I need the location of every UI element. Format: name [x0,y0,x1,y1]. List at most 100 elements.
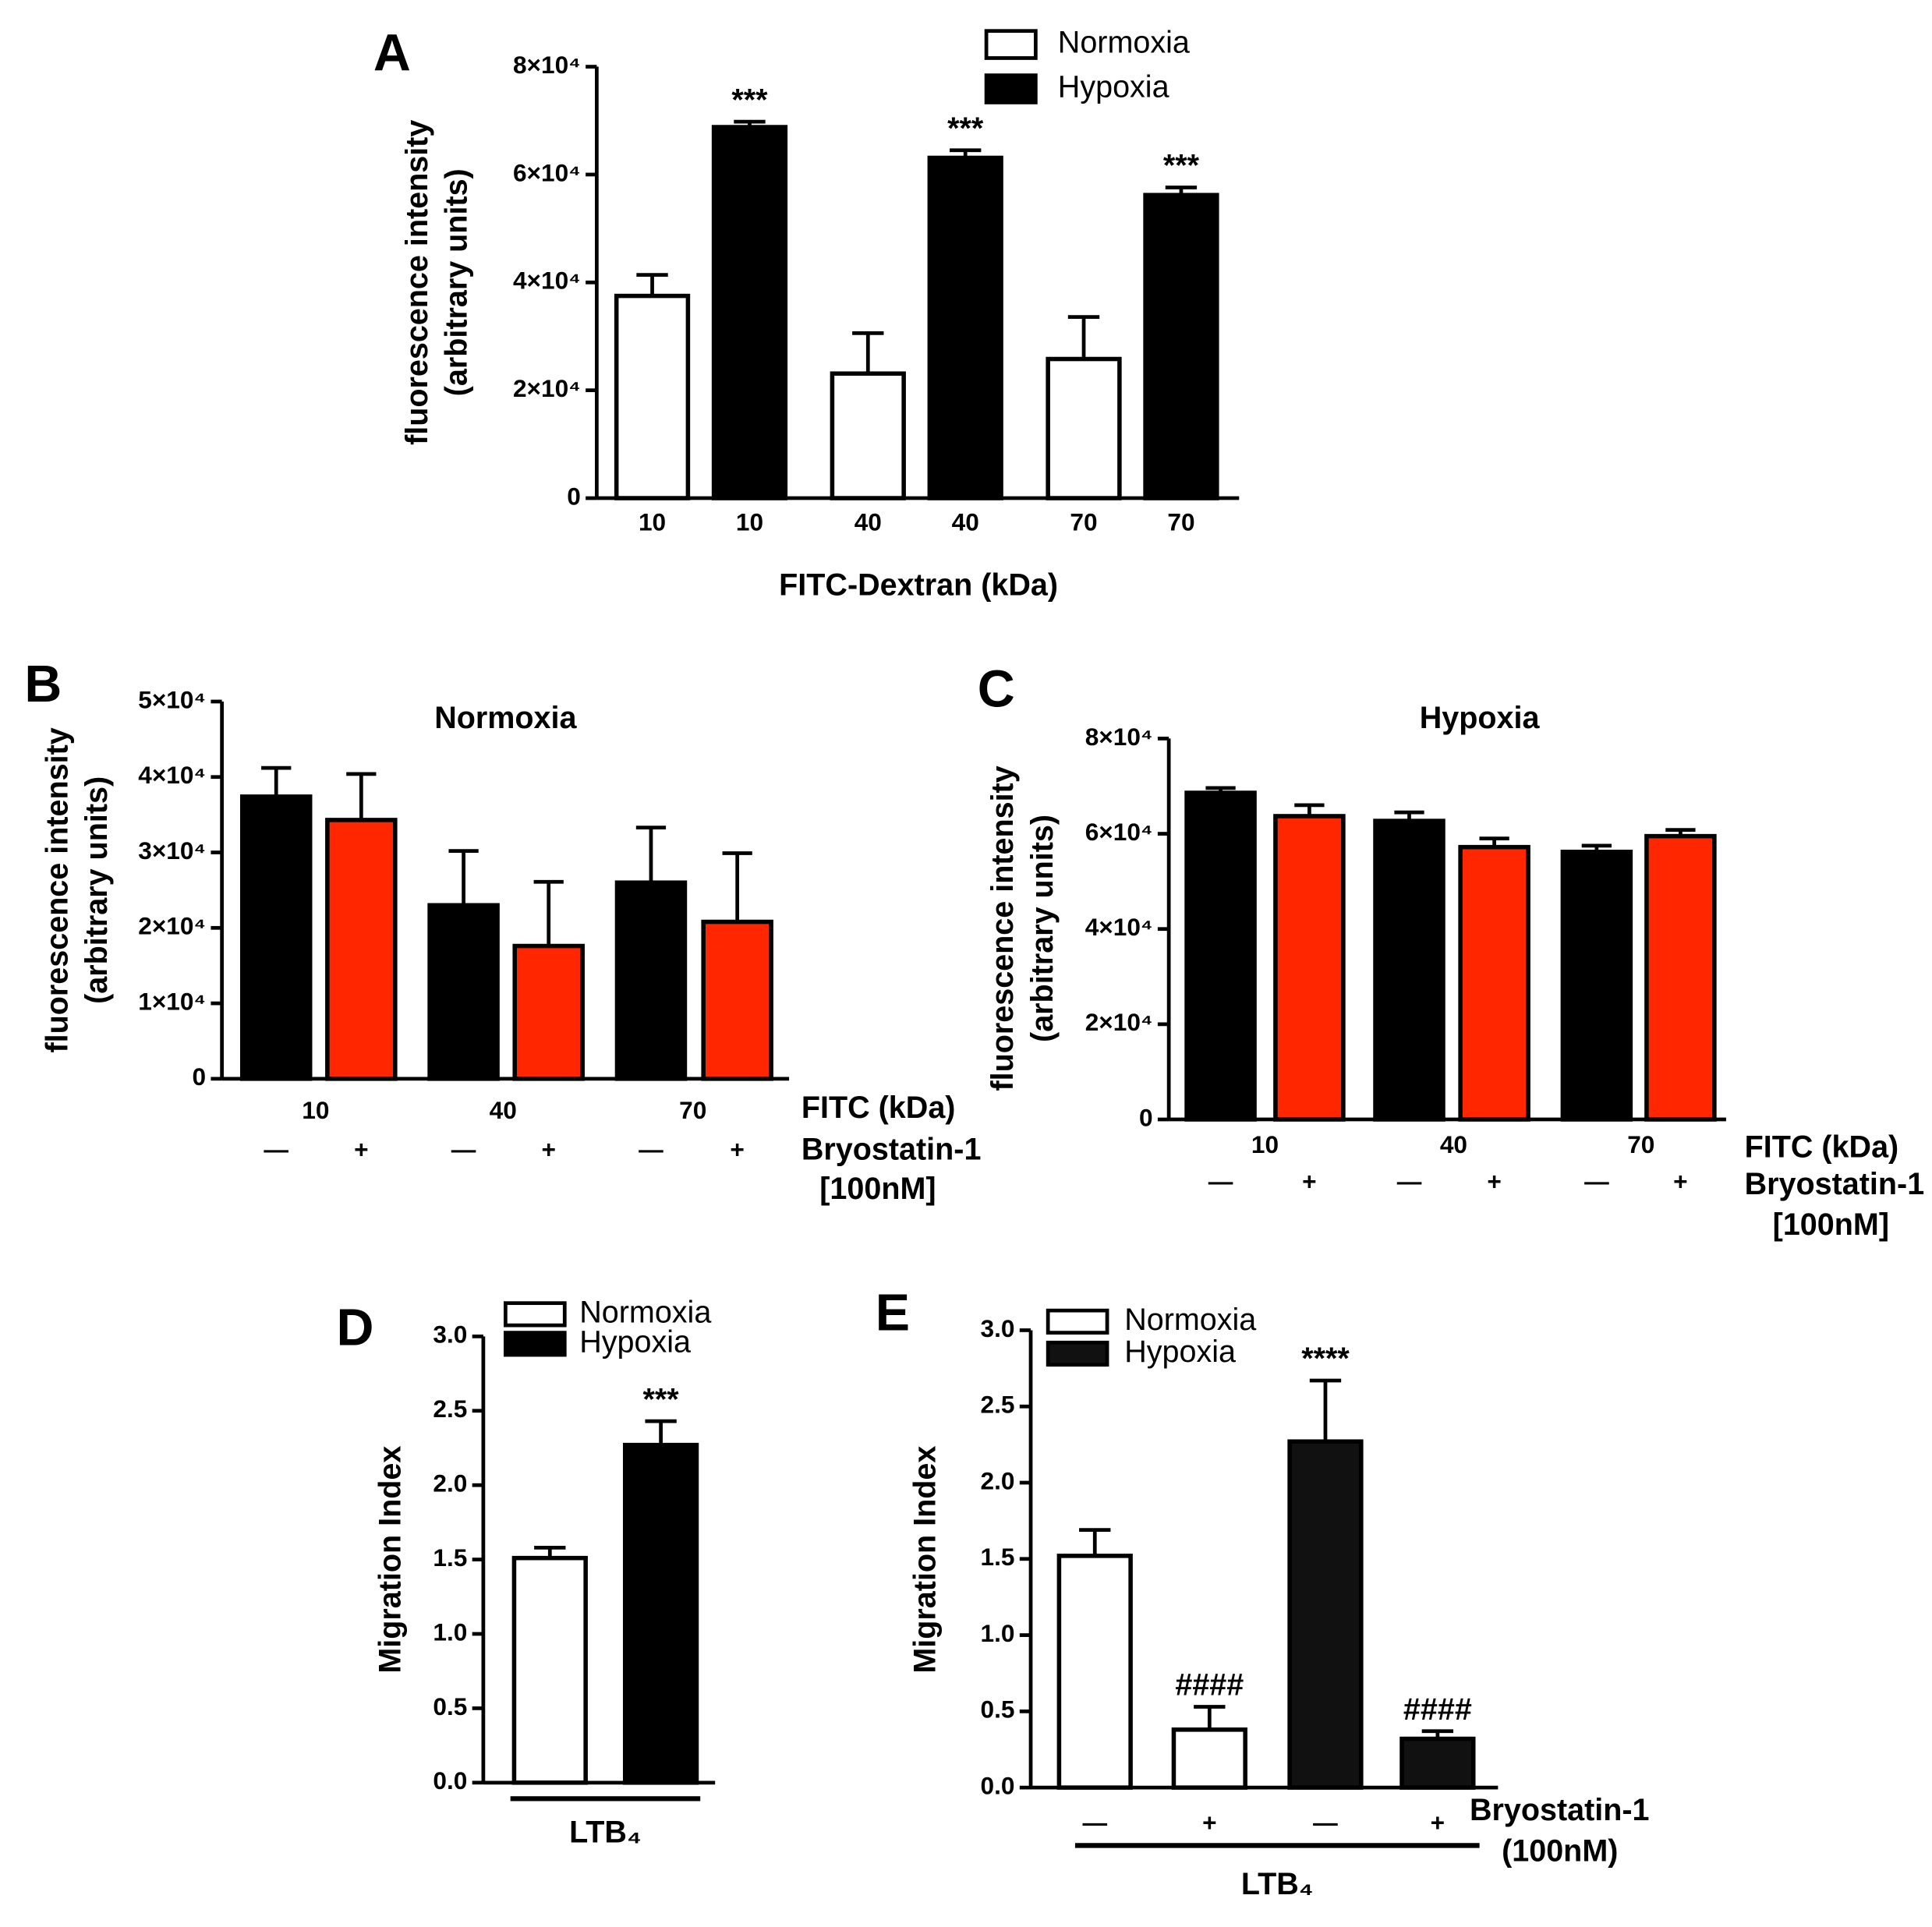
x-tick-label: — [1313,1809,1338,1837]
bar [239,794,313,1081]
side-label: FITC (kDa) [1745,1130,1899,1164]
group-label: 70 [679,1096,706,1124]
y-tick-label: 4×10⁴ [138,761,206,789]
y-tick-label: 2.5 [433,1395,467,1423]
y-tick-label: 3.0 [433,1321,467,1349]
x-tick-label: 40 [952,508,979,536]
y-tick-label: 8×10⁴ [513,51,581,79]
x-tick-label: + [1302,1168,1316,1196]
bar [1458,844,1530,1122]
y-tick-label: 6×10⁴ [1085,818,1153,846]
legend-label: Hypoxia [579,1324,691,1359]
y-tick-label: 5×10⁴ [138,685,206,713]
side-label: [100nM] [819,1172,936,1206]
legend-swatch [503,1301,567,1328]
x-tick-label: 70 [1167,508,1194,536]
legend-swatch [984,29,1038,60]
annotation: #### [1403,1692,1472,1727]
bar [427,903,500,1081]
x-tick-label: — [264,1136,288,1164]
x-tick-label: 10 [639,508,666,536]
y-tick-label: 0 [1139,1103,1153,1131]
y-tick-label: 1.5 [433,1543,467,1572]
bar [1171,1727,1247,1790]
x-tick-label: + [354,1136,368,1164]
side-label: Bryostatin-1 [1470,1793,1650,1827]
panel-letter: D [336,1299,373,1357]
bar [1143,193,1219,500]
legend-label: Normoxia [1058,26,1190,60]
y-tick-label: 2×10⁴ [138,912,206,940]
annotation: *** [947,111,984,146]
chart-title: Hypoxia [1420,701,1541,735]
y-axis-label: Migration Index [908,1446,943,1674]
y-tick-label: 2.0 [433,1469,467,1497]
bar [512,943,585,1081]
panel-letter: B [24,656,62,713]
annotation: *** [1163,149,1200,183]
group-label: LTB₄ [569,1816,642,1850]
side-label: Bryostatin-1 [1745,1167,1925,1201]
y-tick-label: 0 [192,1063,206,1091]
y-tick-label: 0.0 [433,1766,467,1794]
panel-letter: E [876,1285,910,1342]
panel-letter: C [978,660,1015,718]
side-label: FITC (kDa) [801,1091,956,1125]
bar [511,1555,588,1785]
group-label: LTB₄ [1241,1867,1314,1901]
x-tick-label: 70 [1070,508,1097,536]
group-label: 70 [1627,1130,1654,1158]
y-tick-label: 3.0 [981,1314,1015,1342]
y-tick-label: 2×10⁴ [1085,1008,1153,1036]
bar [1373,819,1445,1122]
legend-label: Normoxia [579,1295,711,1329]
bar [1287,1439,1364,1790]
y-axis-label: (arbitrary units) [80,776,114,1004]
x-axis-label: FITC-Dextran (kDa) [779,567,1058,602]
x-tick-label: — [639,1136,663,1164]
bar [701,919,773,1081]
bar [325,818,398,1081]
y-tick-label: 0 [567,482,581,510]
side-label: [100nM] [1773,1207,1889,1242]
legend-swatch [984,73,1038,104]
y-tick-label: 2×10⁴ [513,374,581,402]
y-axis-label: fluorescence intensity [40,727,74,1052]
bar [1644,833,1717,1122]
bar [1184,790,1257,1122]
x-tick-label: + [1431,1809,1445,1837]
y-tick-label: 0.5 [433,1692,467,1720]
annotation: *** [731,83,768,117]
y-tick-label: 1×10⁴ [138,987,206,1015]
y-axis-label: fluorescence intensity [985,765,1020,1091]
x-tick-label: — [1397,1168,1422,1196]
y-tick-label: 1.0 [433,1618,467,1646]
annotation: *** [643,1382,680,1416]
x-tick-label: — [1208,1168,1233,1196]
y-tick-label: 4×10⁴ [513,267,581,295]
x-tick-label: + [1487,1168,1501,1196]
x-tick-label: — [451,1136,476,1164]
y-tick-label: 8×10⁴ [1085,723,1153,751]
bar [927,155,1003,500]
x-tick-label: + [1673,1168,1687,1196]
group-label: 40 [490,1096,517,1124]
bar [1560,850,1633,1122]
x-tick-label: 10 [736,508,763,536]
y-axis-label: (arbitrary units) [1025,815,1060,1042]
bar [711,125,788,500]
bar [830,371,906,500]
y-tick-label: 6×10⁴ [513,158,581,186]
side-label: (100nM) [1502,1833,1618,1868]
legend-swatch [1046,1340,1109,1367]
bar [1399,1736,1476,1790]
x-tick-label: + [730,1136,744,1164]
bar [614,293,691,500]
y-tick-label: 0.0 [981,1772,1015,1800]
y-tick-label: 1.5 [981,1543,1015,1571]
group-label: 10 [302,1096,329,1124]
legend-label: Hypoxia [1058,69,1169,104]
legend-label: Normoxia [1124,1303,1256,1337]
panel-letter: A [373,24,411,82]
